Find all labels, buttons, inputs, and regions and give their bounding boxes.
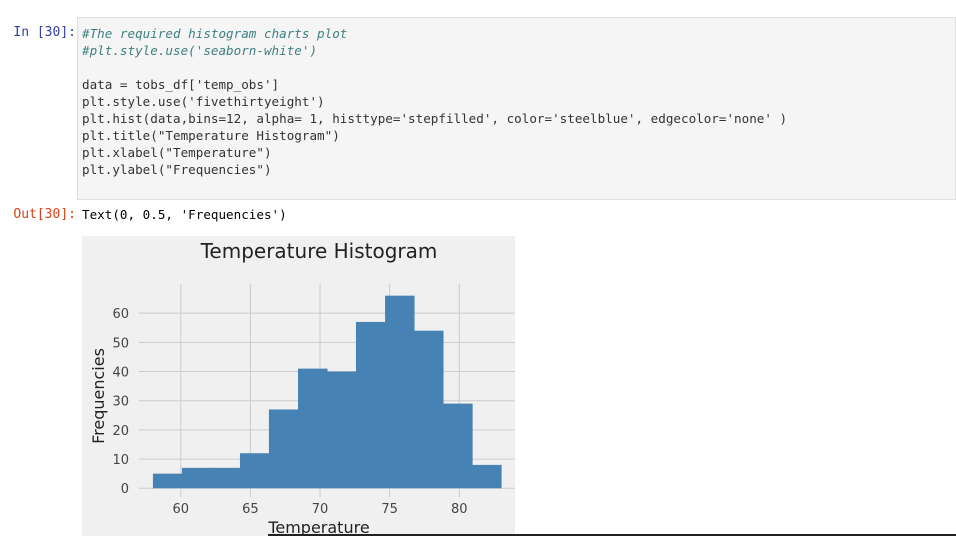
ticks-layer: 60 65 70 75 80 0 10 20 30 40 50 60	[112, 307, 467, 517]
y-tick-label: 10	[112, 453, 129, 468]
x-tick-label: 75	[381, 502, 398, 517]
code-line-4: data = tobs_df['temp_obs']	[82, 77, 280, 92]
histogram-bar	[268, 409, 299, 489]
x-tick-label: 60	[173, 502, 190, 517]
x-tick-label: 80	[451, 502, 468, 517]
code-editor[interactable]: #The required histogram charts plot #plt…	[77, 17, 956, 200]
code-line-5: plt.style.use('fivethirtyeight')	[82, 94, 325, 109]
histogram-bar	[152, 473, 183, 489]
histogram-chart: 60 65 70 75 80 0 10 20 30 40 50 60 Temperature Hist…	[89, 239, 515, 537]
y-tick-label: 20	[112, 424, 129, 439]
histogram-bar	[327, 371, 357, 489]
y-tick-label: 30	[112, 395, 129, 410]
x-tick-label: 70	[312, 502, 329, 517]
histogram-bar	[385, 295, 415, 489]
y-tick-label: 40	[112, 366, 129, 381]
histogram-bar	[210, 467, 241, 489]
output-text: Text(0, 0.5, 'Frequencies')	[82, 207, 287, 222]
histogram-bar	[472, 464, 502, 489]
input-cell[interactable]: In [30]: #The required histogram charts …	[0, 0, 956, 205]
output-prompt: Out[30]:	[13, 207, 76, 222]
histogram-bar	[239, 453, 270, 489]
code-line-1: #The required histogram charts plot	[82, 26, 348, 41]
y-axis-label: Frequencies	[89, 348, 108, 444]
chart-title: Temperature Histogram	[200, 239, 438, 263]
notebook-bottom-border	[268, 534, 956, 536]
code-line-9: plt.ylabel("Frequencies")	[82, 162, 272, 177]
x-axis-label: Temperature	[267, 518, 369, 536]
code-line-7: plt.title("Temperature Histogram")	[82, 128, 340, 143]
histogram-bar	[181, 467, 212, 489]
y-tick-label: 0	[121, 482, 129, 497]
bars-layer	[152, 295, 502, 489]
output-cell: Out[30]:	[0, 205, 956, 536]
code-line-2: #plt.style.use('seaborn-white')	[82, 43, 318, 58]
y-tick-label: 60	[112, 307, 129, 322]
histogram-bar	[443, 403, 473, 489]
code-line-8: plt.xlabel("Temperature")	[82, 145, 272, 160]
histogram-bar	[298, 368, 328, 489]
histogram-bar	[355, 321, 386, 489]
y-tick-label: 50	[112, 336, 129, 351]
x-tick-label: 65	[242, 502, 259, 517]
histogram-bar	[414, 330, 444, 489]
histogram-figure: 60 65 70 75 80 0 10 20 30 40 50 60 Temperature Hist…	[82, 236, 515, 537]
input-prompt: In [30]:	[13, 25, 76, 40]
code-line-6: plt.hist(data,bins=12, alpha= 1, histtyp…	[82, 111, 788, 126]
